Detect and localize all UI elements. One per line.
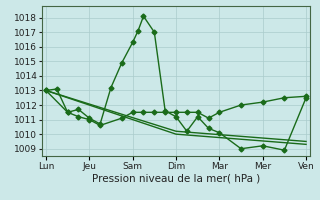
X-axis label: Pression niveau de la mer( hPa ): Pression niveau de la mer( hPa ) [92,173,260,183]
